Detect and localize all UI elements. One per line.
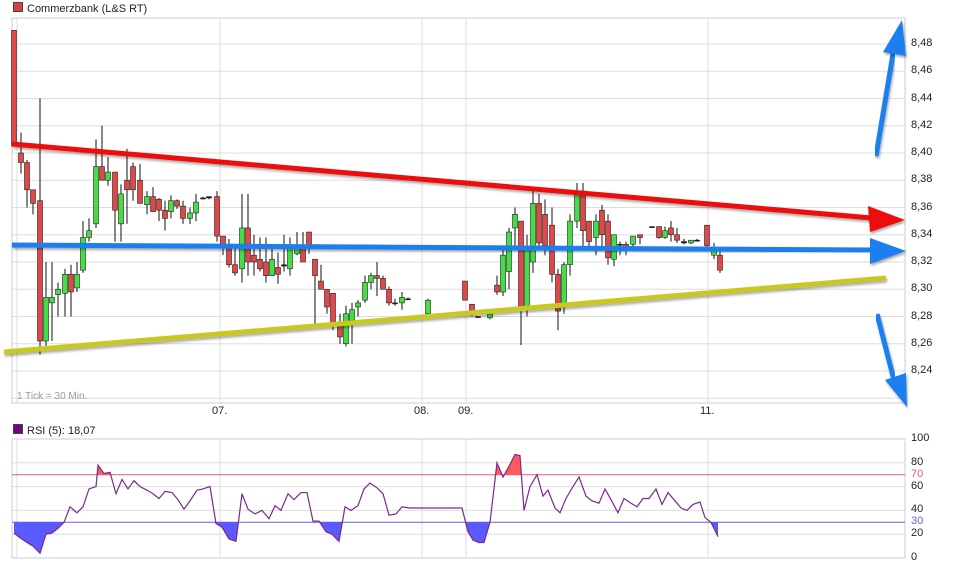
legend-swatch-rsi bbox=[13, 424, 23, 434]
price-tick: 8,24 bbox=[911, 364, 933, 376]
price-tick: 8,46 bbox=[911, 64, 933, 77]
price-tick: 8,40 bbox=[911, 146, 933, 158]
rsi-tick: 60 bbox=[911, 479, 924, 492]
time-tick: 08. bbox=[414, 405, 430, 417]
price-tick: 8,32 bbox=[911, 255, 933, 267]
rsi-tick: 100 bbox=[911, 432, 930, 444]
rsi-tick: 20 bbox=[911, 527, 924, 540]
rsi-tick: 30 bbox=[911, 515, 924, 528]
price-tick: 8,44 bbox=[911, 91, 933, 104]
rsi-tick: 80 bbox=[911, 455, 924, 468]
chart-title: Commerzbank (L&S RT) bbox=[27, 3, 148, 15]
chart-legend: Commerzbank (L&S RT) bbox=[13, 2, 147, 15]
rsi-tick: 40 bbox=[911, 503, 924, 516]
price-tick: 8,38 bbox=[911, 173, 933, 186]
price-tick: 8,26 bbox=[911, 336, 933, 349]
price-tick: 8,42 bbox=[911, 118, 933, 131]
rsi-grid bbox=[11, 438, 906, 559]
rsi-title: RSI (5): 18,07 bbox=[27, 425, 96, 437]
trendlines bbox=[3, 20, 907, 407]
rsi-tick: 0 bbox=[911, 551, 918, 563]
time-tick: 11. bbox=[700, 405, 715, 417]
time-tick: 09. bbox=[458, 405, 474, 417]
rsi-legend: RSI (5): 18,07 bbox=[13, 424, 95, 437]
price-tick: 8,34 bbox=[911, 227, 933, 240]
rsi-series bbox=[13, 453, 719, 555]
price-tick: 8,48 bbox=[911, 37, 933, 49]
time-tick: 07. bbox=[212, 405, 228, 417]
rsi-tick: 70 bbox=[911, 467, 924, 480]
tick-interval-note: 1 Tick = 30 Min. bbox=[17, 391, 88, 402]
price-tick: 8,30 bbox=[911, 282, 933, 295]
legend-swatch-price bbox=[13, 2, 23, 12]
price-tick: 8,28 bbox=[911, 309, 933, 322]
price-tick: 8,36 bbox=[911, 200, 933, 213]
